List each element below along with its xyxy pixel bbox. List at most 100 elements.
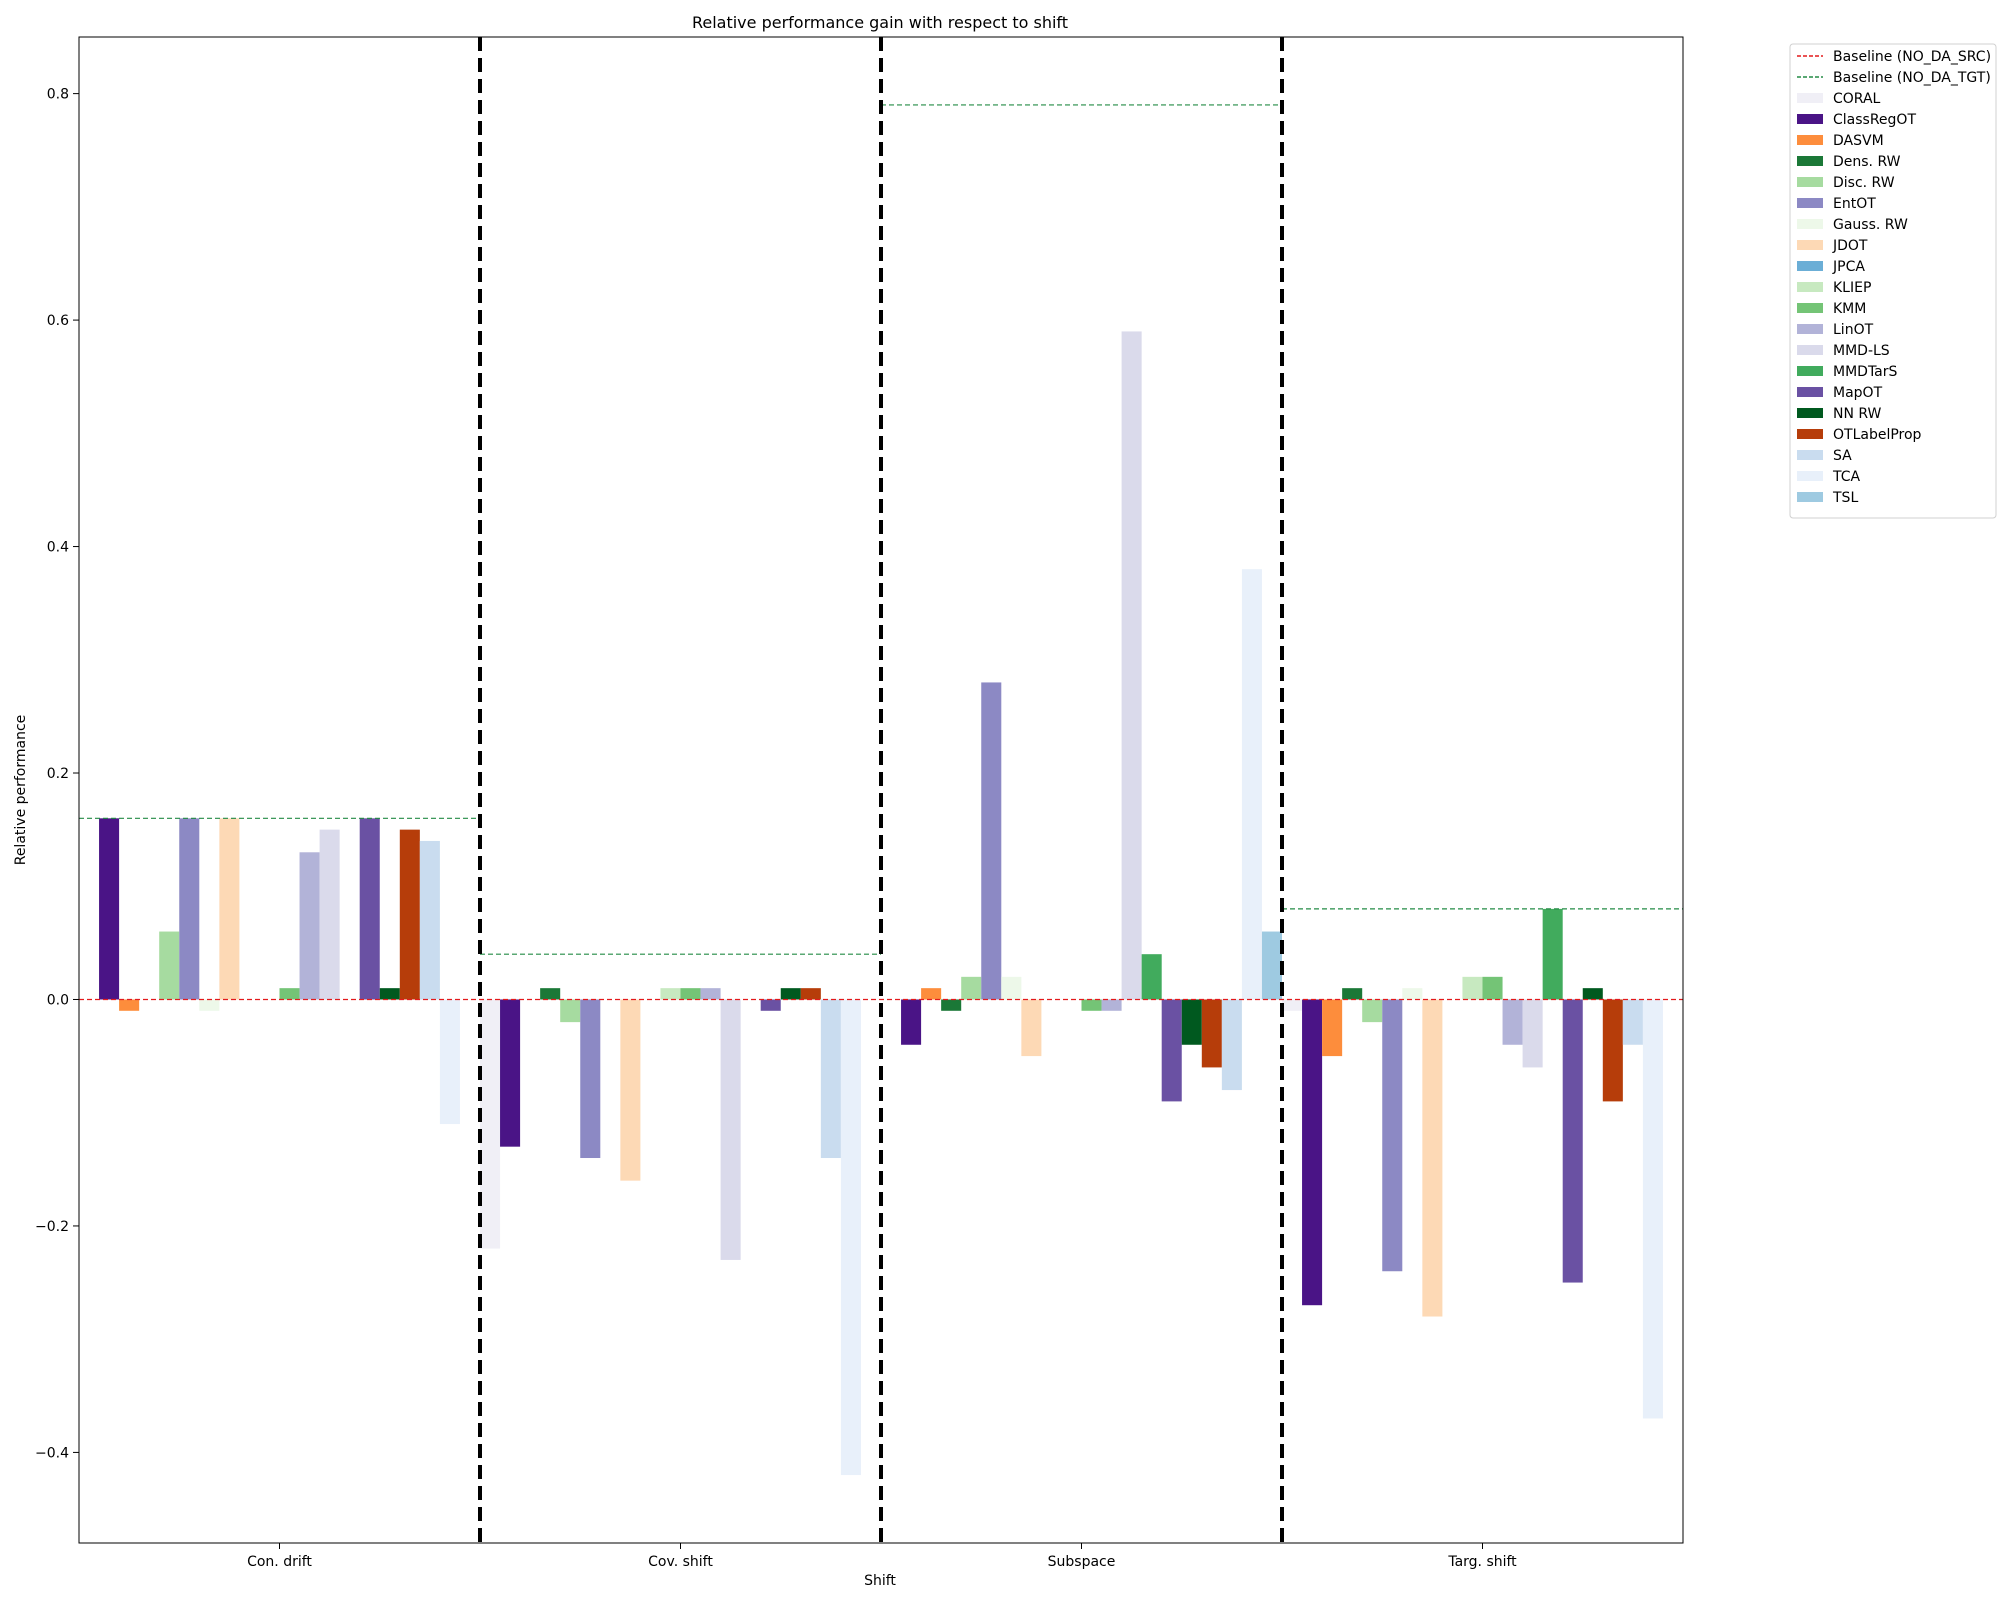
bar — [1141, 954, 1162, 1000]
bar — [1181, 999, 1202, 1045]
bar — [1502, 999, 1523, 1045]
bar — [119, 999, 140, 1011]
y-tick-label: 0.6 — [47, 313, 69, 329]
bar — [1582, 988, 1603, 1000]
bar — [1562, 999, 1583, 1283]
bar — [580, 999, 601, 1159]
bar — [901, 999, 922, 1045]
legend-label: Disc. RW — [1833, 175, 1895, 191]
legend-label: DASVM — [1833, 133, 1884, 149]
bar — [660, 988, 681, 1000]
bar — [199, 999, 220, 1011]
bar — [179, 818, 200, 1000]
x-tick-label: Con. drift — [247, 1554, 312, 1570]
x-tick-label: Targ. shift — [1447, 1554, 1517, 1570]
bar — [1522, 999, 1543, 1068]
bar — [1261, 931, 1282, 1000]
bar — [720, 999, 741, 1260]
legend-swatch — [1797, 114, 1823, 124]
bar — [1622, 999, 1643, 1045]
legend-label: Baseline (NO_DA_SRC) — [1833, 49, 1991, 65]
y-tick-label: 0.8 — [47, 87, 69, 103]
legend-swatch — [1797, 177, 1823, 187]
y-tick-label: 0.0 — [47, 992, 69, 1008]
bar — [279, 988, 300, 1000]
bar — [760, 999, 781, 1011]
bar — [1241, 569, 1262, 1000]
x-axis-label: Shift — [864, 1573, 896, 1589]
legend-box — [1789, 43, 1997, 519]
bar — [1602, 999, 1623, 1102]
bar — [1021, 999, 1042, 1057]
legend-label: MapOT — [1833, 385, 1883, 401]
bar — [1282, 999, 1303, 1011]
bar — [500, 999, 521, 1147]
legend-label: KLIEP — [1833, 280, 1871, 296]
legend-swatch — [1797, 135, 1823, 145]
legend-label: JDOT — [1832, 238, 1868, 254]
x-tick-label: Cov. shift — [648, 1554, 713, 1570]
bar — [1482, 976, 1503, 1000]
bar — [800, 988, 821, 1000]
legend-swatch — [1797, 261, 1823, 271]
plot-area: −0.4 −0.2 0.0 0.2 0.4 0.6 0.8 Con. drift Cov. sh… — [35, 36, 1684, 1570]
bar — [1322, 999, 1343, 1057]
bar — [480, 999, 501, 1249]
bar — [219, 818, 240, 1000]
bar — [1642, 999, 1663, 1419]
bar — [1382, 999, 1403, 1272]
bar — [1081, 999, 1102, 1011]
bar — [1121, 331, 1142, 1000]
bar — [540, 988, 561, 1000]
y-axis-label: Relative performance — [13, 715, 29, 866]
bar — [921, 988, 942, 1000]
legend-swatch — [1797, 408, 1823, 418]
bar — [680, 988, 701, 1000]
bar — [1001, 976, 1022, 1000]
legend-label: Gauss. RW — [1833, 217, 1908, 233]
bar — [620, 999, 641, 1181]
legend-label: TCA — [1832, 469, 1861, 485]
bar — [1201, 999, 1222, 1068]
legend-label: MMD-LS — [1833, 343, 1890, 359]
bar — [299, 852, 320, 1000]
legend-swatch — [1797, 93, 1823, 103]
legend-label: Baseline (NO_DA_TGT) — [1833, 70, 1991, 86]
legend-swatch — [1797, 387, 1823, 397]
x-tick-label: Subspace — [1048, 1554, 1116, 1570]
bar — [820, 999, 841, 1159]
legend-swatch — [1797, 282, 1823, 292]
bar — [159, 931, 180, 1000]
y-tick-label: 0.2 — [47, 766, 69, 782]
bar — [1101, 999, 1122, 1011]
legend-label: NN RW — [1833, 406, 1882, 422]
bar — [1342, 988, 1363, 1000]
legend-label: LinOT — [1833, 322, 1874, 338]
bar — [319, 829, 340, 1000]
legend-label: MMDTarS — [1833, 364, 1898, 380]
y-tick-label: −0.4 — [35, 1445, 69, 1461]
bar — [1221, 999, 1242, 1091]
bar — [700, 988, 721, 1000]
bar — [1362, 999, 1383, 1023]
bar — [1462, 976, 1483, 1000]
legend-swatch — [1797, 219, 1823, 229]
legend-label: OTLabelProp — [1833, 427, 1922, 443]
bar — [99, 818, 120, 1000]
bar — [780, 988, 801, 1000]
legend: Baseline (NO_DA_SRC) Baseline (NO_DA_TGT)… — [1789, 43, 1997, 519]
legend-swatch — [1797, 366, 1823, 376]
y-tick-label: 0.4 — [47, 540, 69, 556]
legend-label: KMM — [1833, 301, 1866, 317]
bar — [1402, 988, 1423, 1000]
legend-swatch — [1797, 450, 1823, 460]
bar — [1542, 908, 1563, 1000]
legend-swatch — [1797, 471, 1823, 481]
bar — [961, 976, 982, 1000]
legend-swatch — [1797, 324, 1823, 334]
bar — [439, 999, 460, 1125]
legend-swatch — [1797, 429, 1823, 439]
bar — [840, 999, 861, 1476]
